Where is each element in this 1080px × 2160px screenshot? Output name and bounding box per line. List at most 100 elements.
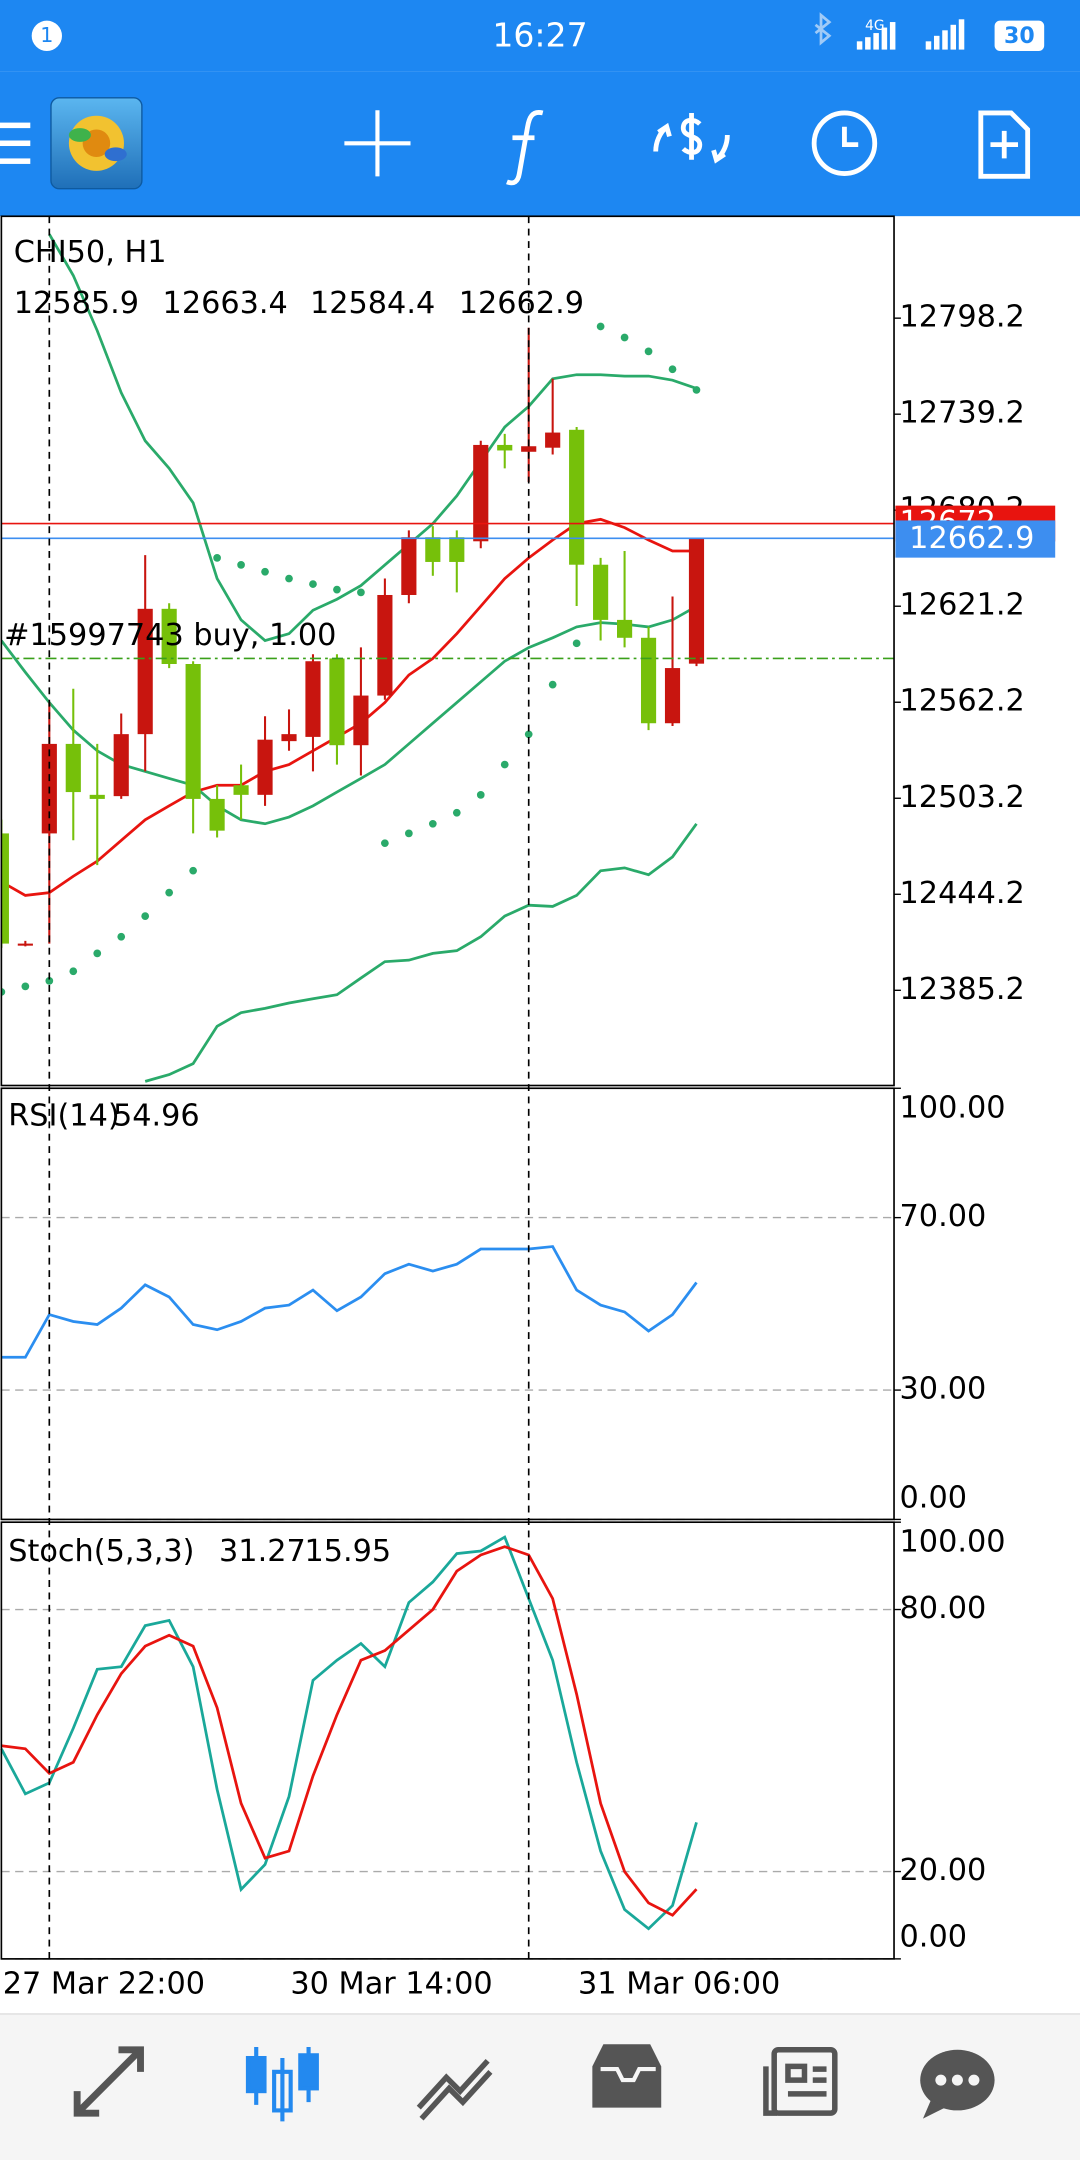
- rsi-value: 54.96: [113, 1099, 200, 1134]
- candle-body: [640, 637, 657, 724]
- candle-body: [664, 668, 681, 724]
- candle-body: [281, 734, 297, 742]
- trade-button[interactable]: [653, 112, 730, 164]
- sar-dot: [237, 561, 245, 569]
- sar-dot: [285, 574, 293, 583]
- notification-count: 1: [40, 23, 53, 47]
- app-logo[interactable]: [50, 97, 143, 190]
- nav-trade[interactable]: [416, 2058, 493, 2121]
- candle-body: [305, 661, 321, 737]
- battery-level: 30: [1004, 24, 1035, 49]
- clock: 16:27: [492, 16, 587, 55]
- y-tick-label: 12385.2: [900, 972, 1025, 1007]
- candle-body: [257, 739, 273, 795]
- sar-dot: [644, 347, 653, 356]
- sar-dot: [572, 639, 581, 648]
- candle-body: [1, 833, 9, 944]
- sar-dot: [405, 829, 413, 838]
- candle-body: [593, 564, 609, 620]
- bottom-nav: [0, 2013, 1080, 2160]
- sar-dot: [692, 386, 701, 394]
- indicator-line: [144, 822, 698, 1083]
- notification-badge: [31, 20, 62, 51]
- candle-body: [688, 538, 705, 664]
- y-tick-label: 70.00: [900, 1199, 987, 1234]
- y-tick-label: 80.00: [900, 1591, 987, 1626]
- candle-body: [137, 608, 153, 735]
- y-tick-label: 0.00: [900, 1480, 967, 1515]
- new-order-button[interactable]: [978, 110, 1031, 179]
- sar-dot: [165, 888, 174, 897]
- sar-dot: [668, 365, 677, 374]
- crosshair-button[interactable]: [344, 110, 411, 177]
- status-bar: [0, 0, 1080, 72]
- ohlc-open: 12585.9: [14, 286, 139, 321]
- ohlc-high: 12663.4: [163, 286, 288, 321]
- candle-body: [425, 537, 441, 562]
- sar-dot: [1, 988, 6, 996]
- sar-dot: [548, 680, 557, 689]
- y-tick-label: 12562.2: [900, 684, 1025, 719]
- sar-dot: [452, 808, 461, 817]
- indicator-line: [48, 233, 697, 643]
- nav-chat[interactable]: [920, 2049, 995, 2119]
- sar-dot: [333, 585, 341, 594]
- sar-dot: [141, 912, 150, 920]
- candle-body: [185, 663, 201, 799]
- y-tick-label: 100.00: [900, 1090, 1006, 1125]
- ohlc-low: 12584.4: [310, 286, 435, 321]
- sar-dot: [69, 967, 78, 976]
- sar-dot: [117, 932, 126, 941]
- menu-button[interactable]: [0, 122, 31, 164]
- sar-dot: [476, 790, 485, 799]
- candle-body: [329, 658, 345, 746]
- y-tick-label: 30.00: [900, 1372, 987, 1407]
- battery-icon: [994, 20, 1045, 51]
- indicator-line: [0, 1535, 698, 1931]
- candle-body: [521, 446, 537, 452]
- stoch-main-value: 31.27: [219, 1534, 306, 1569]
- nav-quotes[interactable]: [73, 2046, 144, 2117]
- sar-dot: [428, 819, 437, 828]
- bid-label: 12662.9: [909, 521, 1034, 556]
- nav-chart[interactable]: [245, 2047, 319, 2122]
- sar-dot: [21, 982, 30, 991]
- x-tick-label: 30 Mar 14:00: [290, 1967, 492, 2002]
- order-label: #15997743 buy, 1.00: [4, 618, 336, 653]
- timeframe-button[interactable]: [811, 110, 878, 176]
- y-tick-label: 12798.2: [900, 300, 1025, 335]
- sar-dot: [596, 322, 605, 331]
- stoch-signal-value: 15.95: [304, 1534, 391, 1569]
- sar-dot: [213, 554, 221, 562]
- candle-body: [473, 444, 489, 542]
- y-tick-label: 0.00: [900, 1920, 967, 1955]
- candle-body: [209, 798, 225, 831]
- sar-dot: [45, 977, 54, 985]
- bid-label-box: [895, 520, 1056, 558]
- x-tick-label: 27 Mar 22:00: [3, 1967, 205, 2002]
- nav-history[interactable]: [592, 2044, 662, 2108]
- y-tick-label: 12444.2: [900, 876, 1025, 911]
- nav-news[interactable]: [763, 2047, 838, 2116]
- sar-dot: [93, 949, 102, 958]
- symbol-title: CHI50, H1: [14, 235, 167, 270]
- sar-dot: [261, 567, 269, 576]
- stoch-title: Stoch(5,3,3): [8, 1534, 194, 1569]
- sar-dot: [524, 730, 533, 739]
- indicator-line: [1, 1545, 698, 1917]
- network-type: 4G: [865, 18, 884, 34]
- candle-body: [617, 619, 633, 638]
- chart-labels: 12385.212444.212503.212562.212621.212680…: [3, 300, 1056, 2002]
- candle-body: [89, 794, 105, 799]
- y-tick-label: 12503.2: [900, 780, 1025, 815]
- indicators-button[interactable]: [506, 110, 544, 186]
- sar-dot: [381, 839, 389, 848]
- y-tick-label: 12739.2: [900, 396, 1025, 431]
- candle-body: [497, 444, 513, 451]
- indicator-line: [1, 1245, 698, 1359]
- bluetooth-icon: [814, 12, 832, 46]
- ohlc-close: 12662.9: [459, 286, 584, 321]
- signal-icon: [856, 19, 965, 50]
- candle-body: [65, 743, 81, 793]
